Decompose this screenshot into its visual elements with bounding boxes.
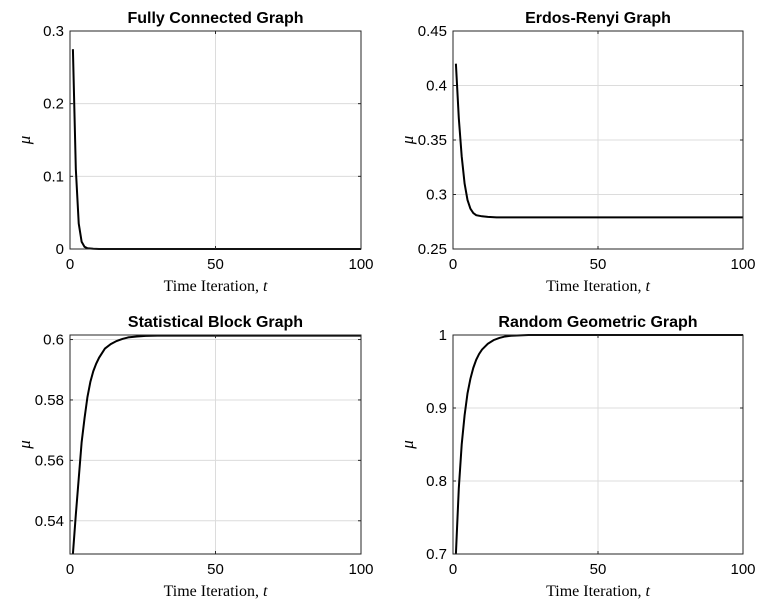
y-tick-label: 1 (439, 327, 447, 344)
x-tick-label: 100 (730, 256, 755, 273)
x-tick-label: 0 (66, 256, 74, 273)
x-axis-label: Time Iteration, t (164, 583, 268, 600)
series-line (71, 334, 361, 555)
x-tick-label: 50 (590, 256, 607, 273)
y-tick-label: 0.45 (418, 23, 447, 40)
x-axis-label-text: Time Iteration, (546, 278, 645, 295)
series-line (454, 63, 743, 219)
chart-title: Fully Connected Graph (127, 10, 303, 27)
y-tick-label: 0.4 (426, 78, 447, 95)
x-axis-label-variable: t (645, 278, 650, 295)
chart-title: Random Geometric Graph (498, 314, 697, 331)
x-tick-label: 50 (590, 561, 607, 578)
chart-title: Erdos-Renyi Graph (525, 10, 671, 27)
y-tick-label: 0.1 (43, 168, 64, 185)
y-tick-label: 0.3 (426, 187, 447, 204)
y-tick-label: 0.54 (35, 513, 64, 530)
y-tick-label: 0.58 (35, 392, 64, 409)
x-tick-label: 50 (207, 561, 224, 578)
y-axis-label: μ (398, 440, 417, 450)
x-axis-label-variable: t (645, 583, 650, 600)
x-axis-label: Time Iteration, t (546, 278, 650, 295)
y-tick-label: 0.2 (43, 96, 64, 113)
y-tick-label: 0.25 (418, 241, 447, 258)
x-axis-label-text: Time Iteration, (546, 583, 645, 600)
y-tick-label: 0.9 (426, 400, 447, 417)
panel-fully-connected: 0 50 100 0 0.1 0.2 0.3 Fully Connected Graph Tim… (15, 10, 374, 295)
chart-title: Statistical Block Graph (128, 314, 303, 331)
panel-random-geometric: 0 50 100 0.7 0.8 0.9 1 Random Geometric Graph Ti… (398, 314, 756, 600)
y-tick-label: 0.56 (35, 452, 64, 469)
x-tick-label: 0 (66, 561, 74, 578)
x-tick-label: 0 (449, 256, 457, 273)
x-axis-label-text: Time Iteration, (164, 278, 263, 295)
y-tick-label: 0.6 (43, 332, 64, 349)
x-axis-label: Time Iteration, t (546, 583, 650, 600)
x-tick-label: 0 (449, 561, 457, 578)
x-tick-label: 50 (207, 256, 224, 273)
y-tick-label: 0.35 (418, 132, 447, 149)
y-axis-label: μ (15, 136, 34, 146)
y-tick-label: 0.8 (426, 473, 447, 490)
x-axis-label-variable: t (263, 278, 268, 295)
y-tick-label: 0 (56, 241, 64, 258)
x-axis-label-variable: t (263, 583, 268, 600)
panel-erdos-renyi: 0 50 100 0.25 0.3 0.35 0.4 0.45 Erdos-Renyi Grap… (398, 10, 756, 295)
y-axis-label: μ (15, 440, 34, 450)
panel-statistical-block: 0 50 100 0.54 0.56 0.58 0.6 Statistical Block G… (15, 314, 374, 600)
x-axis-label-text: Time Iteration, (164, 583, 263, 600)
x-tick-label: 100 (348, 561, 373, 578)
y-axis-label: μ (398, 136, 417, 146)
x-axis-label: Time Iteration, t (164, 278, 268, 295)
x-tick-label: 100 (348, 256, 373, 273)
y-tick-label: 0.3 (43, 23, 64, 40)
x-tick-label: 100 (730, 561, 755, 578)
y-tick-label: 0.7 (426, 546, 447, 563)
